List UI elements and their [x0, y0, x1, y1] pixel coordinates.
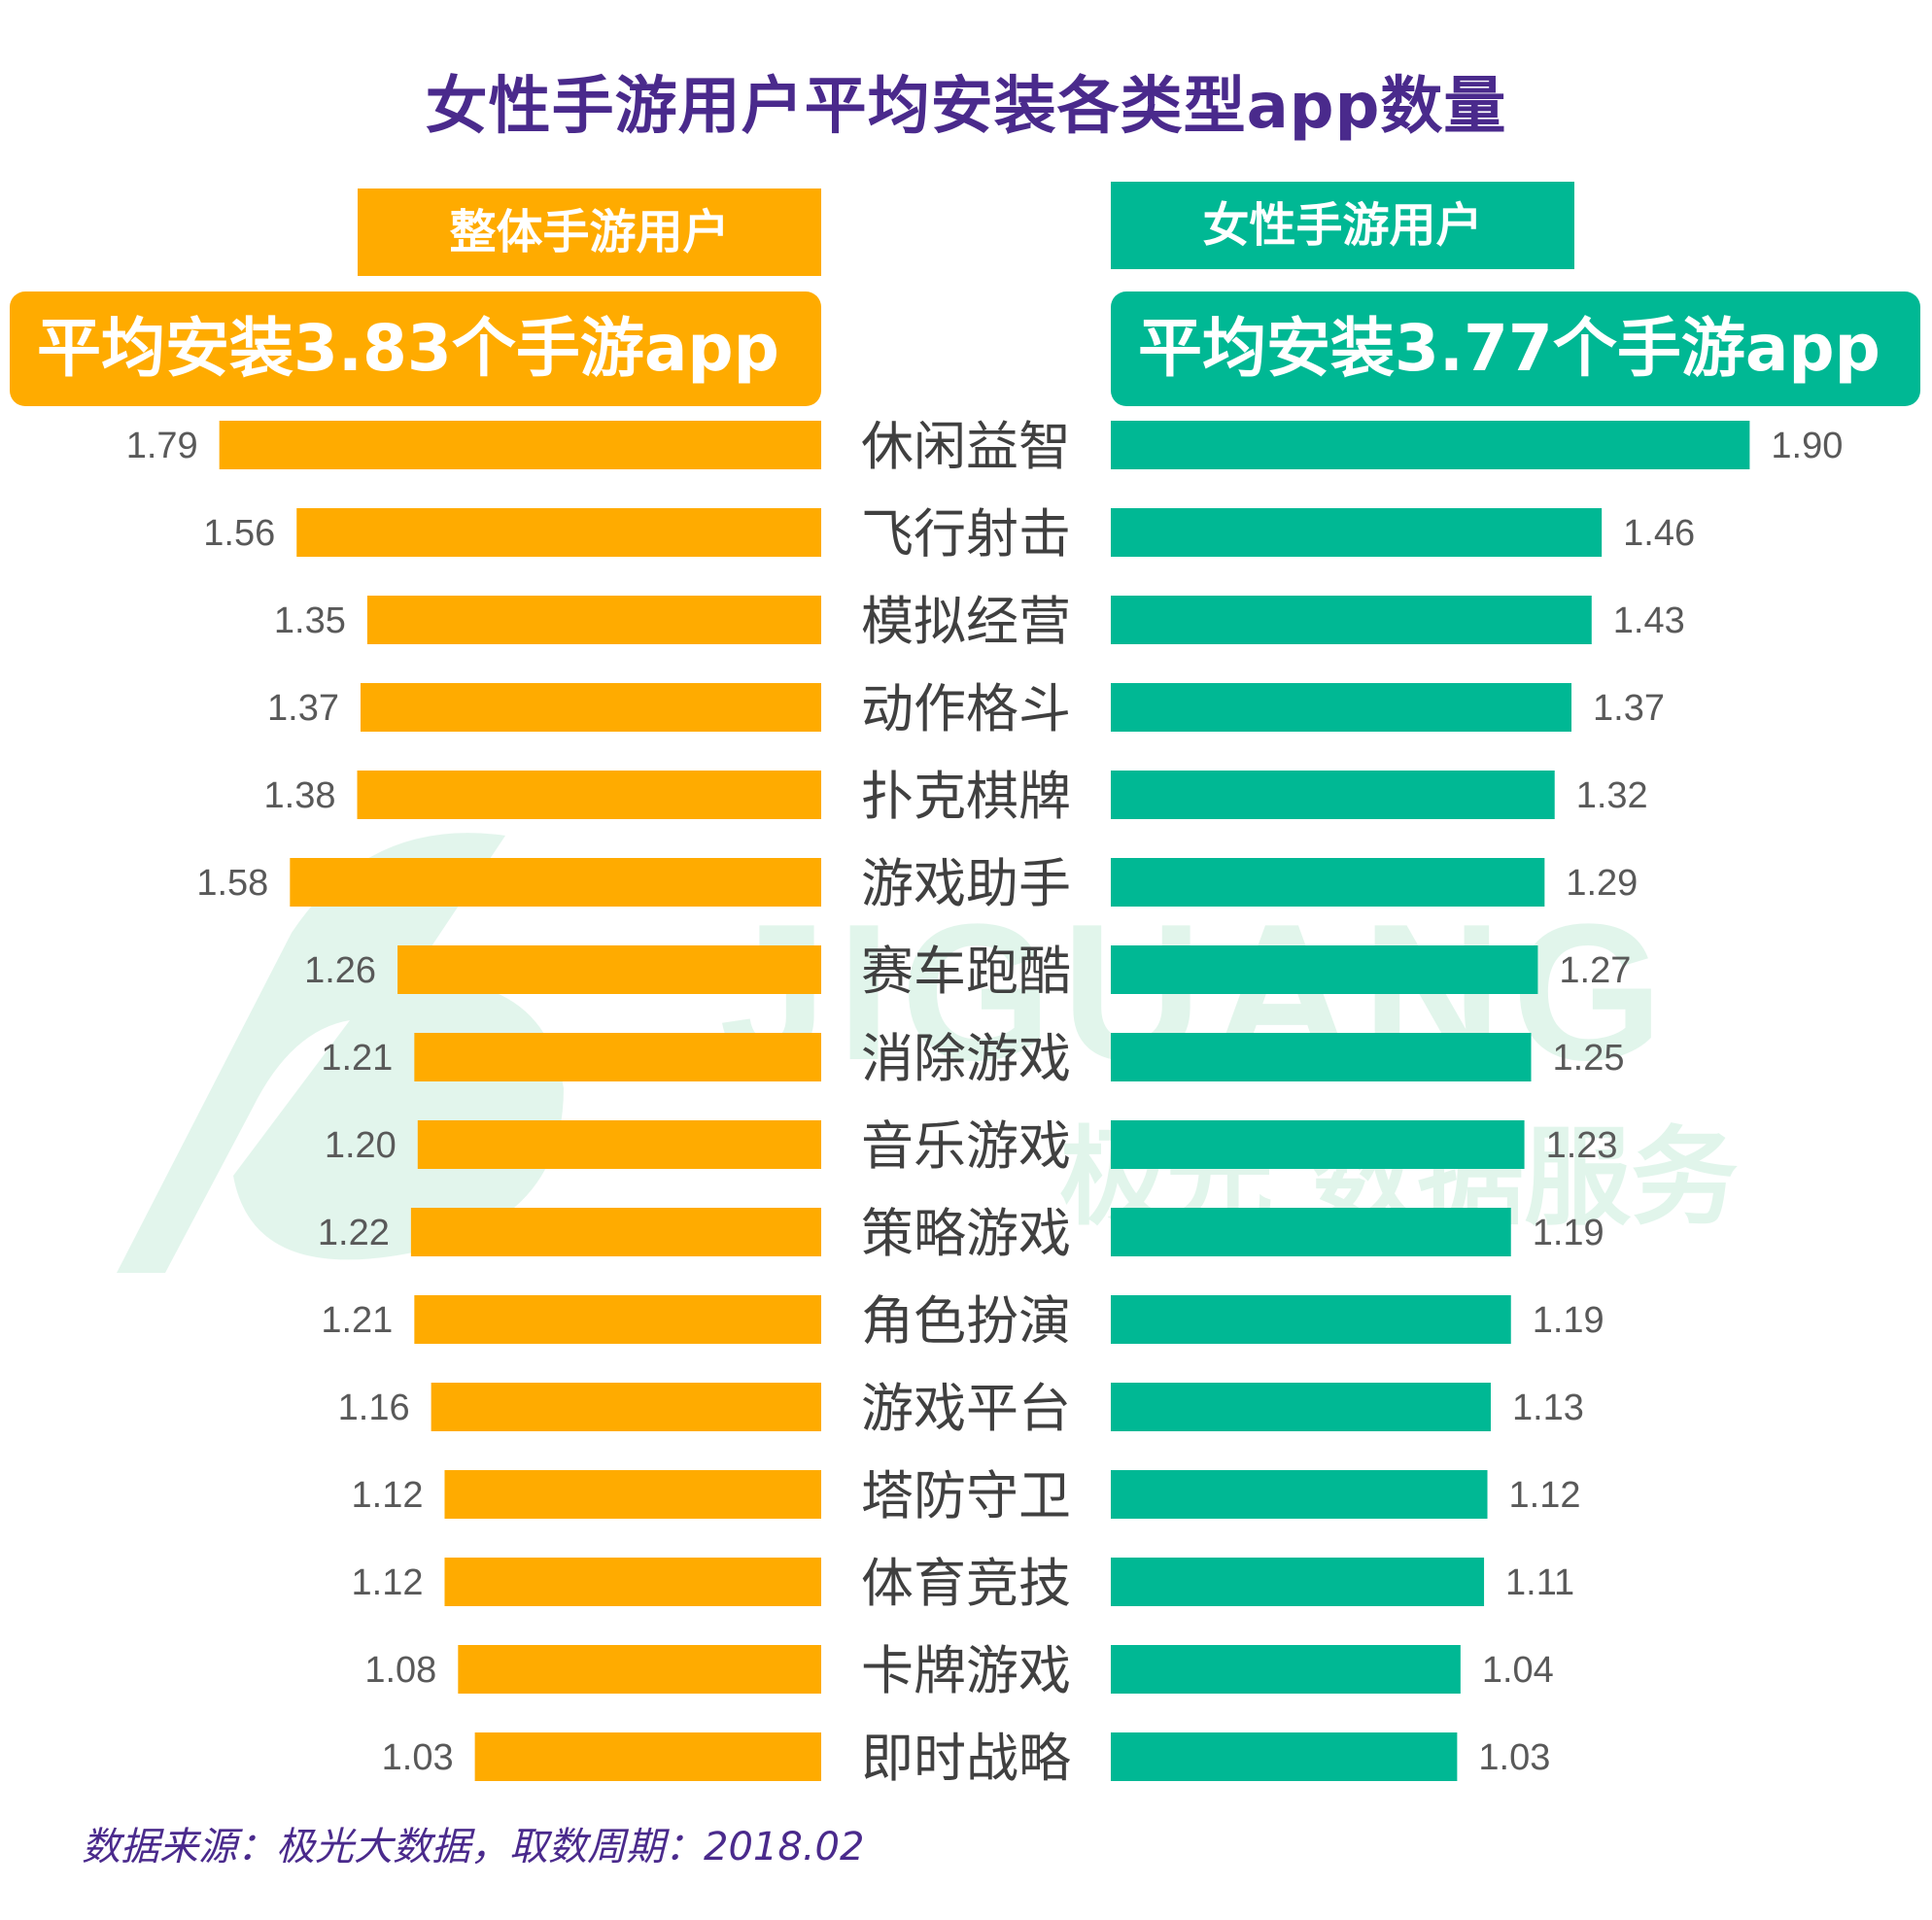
- right-bar-12: [1111, 1470, 1488, 1519]
- right-value-label-15: 1.03: [1478, 1737, 1550, 1778]
- right-value-label-4: 1.32: [1576, 775, 1648, 816]
- right-bar-8: [1111, 1120, 1525, 1169]
- bars-layer: 1.79 1.90 休闲益智 1.56 1.46 飞行射击 1.35 1.43 模拟经营 1.37…: [126, 416, 1844, 1789]
- left-value-label-0: 1.79: [126, 426, 198, 466]
- left-bar-15: [474, 1732, 821, 1781]
- left-value-label-6: 1.26: [304, 950, 376, 991]
- category-label-6: 赛车跑酷: [861, 941, 1071, 1002]
- left-value-label-11: 1.16: [338, 1388, 410, 1428]
- left-bar-10: [414, 1295, 821, 1344]
- category-label-7: 消除游戏: [861, 1028, 1071, 1089]
- chart-title: 女性手游用户平均安装各类型app数量: [425, 71, 1507, 143]
- right-bar-13: [1111, 1558, 1485, 1606]
- left-value-label-9: 1.22: [318, 1213, 390, 1253]
- left-bar-5: [290, 858, 821, 907]
- left-value-label-8: 1.20: [325, 1125, 397, 1166]
- left-average-badge: 平均安装3.83个手游app: [10, 291, 821, 406]
- left-bar-3: [360, 683, 821, 732]
- left-value-label-2: 1.35: [274, 600, 346, 641]
- right-value-label-13: 1.11: [1505, 1562, 1574, 1603]
- category-label-15: 即时战略: [861, 1728, 1071, 1789]
- right-bar-14: [1111, 1645, 1461, 1694]
- left-value-label-1: 1.56: [203, 513, 275, 554]
- left-value-label-15: 1.03: [382, 1737, 454, 1778]
- category-label-13: 体育竞技: [861, 1553, 1071, 1614]
- left-value-label-3: 1.37: [267, 688, 339, 729]
- category-label-4: 扑克棋牌: [861, 766, 1071, 827]
- left-value-label-12: 1.12: [352, 1475, 424, 1516]
- left-bar-12: [444, 1470, 821, 1519]
- left-bar-2: [366, 596, 821, 644]
- left-value-label-7: 1.21: [321, 1038, 393, 1079]
- right-bar-11: [1111, 1383, 1491, 1431]
- left-bar-14: [458, 1645, 821, 1694]
- left-value-label-5: 1.58: [196, 863, 268, 904]
- left-bar-6: [397, 945, 821, 994]
- category-label-2: 模拟经营: [861, 591, 1071, 652]
- category-label-0: 休闲益智: [861, 416, 1071, 477]
- right-value-label-5: 1.29: [1566, 863, 1638, 904]
- right-bar-6: [1111, 945, 1538, 994]
- right-value-label-8: 1.23: [1546, 1125, 1618, 1166]
- right-value-label-14: 1.04: [1482, 1650, 1554, 1691]
- right-value-label-1: 1.46: [1623, 513, 1695, 554]
- right-bar-10: [1111, 1295, 1511, 1344]
- left-bar-7: [414, 1033, 821, 1081]
- left-value-label-4: 1.38: [264, 775, 336, 816]
- right-series-label: 女性手游用户: [1111, 182, 1574, 269]
- right-value-label-12: 1.12: [1509, 1475, 1581, 1516]
- right-bar-4: [1111, 771, 1555, 819]
- right-value-label-0: 1.90: [1771, 426, 1843, 466]
- category-label-14: 卡牌游戏: [861, 1640, 1071, 1701]
- category-label-9: 策略游戏: [861, 1203, 1071, 1264]
- right-value-label-10: 1.19: [1533, 1300, 1604, 1341]
- left-bar-13: [444, 1558, 821, 1606]
- category-label-12: 塔防守卫: [861, 1465, 1071, 1526]
- left-value-label-14: 1.08: [364, 1650, 436, 1691]
- right-bar-1: [1111, 508, 1603, 557]
- right-bar-7: [1111, 1033, 1532, 1081]
- category-label-8: 音乐游戏: [861, 1115, 1071, 1177]
- left-bar-9: [410, 1208, 821, 1256]
- left-series-label: 整体手游用户: [358, 189, 821, 276]
- right-bar-15: [1111, 1732, 1458, 1781]
- category-label-1: 飞行射击: [861, 503, 1071, 565]
- right-value-label-9: 1.19: [1533, 1213, 1604, 1253]
- left-value-label-13: 1.12: [352, 1562, 424, 1603]
- right-bar-5: [1111, 858, 1545, 907]
- right-value-label-6: 1.27: [1559, 950, 1631, 991]
- category-label-11: 游戏平台: [861, 1378, 1071, 1439]
- category-label-3: 动作格斗: [861, 678, 1071, 739]
- right-bar-0: [1111, 421, 1750, 469]
- category-label-10: 角色扮演: [861, 1290, 1071, 1352]
- right-value-label-11: 1.13: [1512, 1388, 1584, 1428]
- left-bar-11: [431, 1383, 821, 1431]
- left-value-label-10: 1.21: [321, 1300, 393, 1341]
- left-bar-8: [417, 1120, 821, 1169]
- right-value-label-3: 1.37: [1593, 688, 1665, 729]
- left-bar-1: [296, 508, 821, 557]
- right-average-badge: 平均安装3.77个手游app: [1111, 291, 1920, 406]
- source-note: 数据来源：极光大数据，取数周期：2018.02: [82, 1825, 865, 1869]
- right-bar-3: [1111, 683, 1572, 732]
- left-bar-0: [219, 421, 821, 469]
- left-bar-4: [357, 771, 821, 819]
- right-bar-9: [1111, 1208, 1511, 1256]
- right-bar-2: [1111, 596, 1592, 644]
- right-value-label-2: 1.43: [1613, 600, 1685, 641]
- category-label-5: 游戏助手: [861, 853, 1071, 914]
- right-value-label-7: 1.25: [1553, 1038, 1625, 1079]
